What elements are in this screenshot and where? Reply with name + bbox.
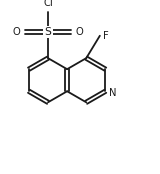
Text: S: S [45, 27, 51, 37]
Text: F: F [103, 31, 109, 41]
Text: Cl: Cl [43, 0, 53, 8]
Text: O: O [76, 27, 83, 37]
Text: N: N [109, 88, 117, 98]
Text: O: O [13, 27, 20, 37]
